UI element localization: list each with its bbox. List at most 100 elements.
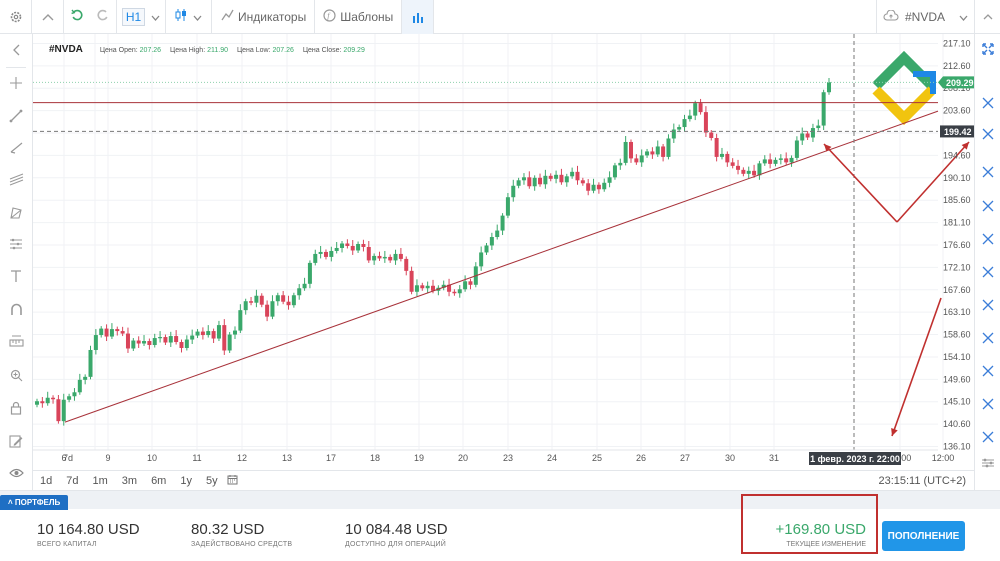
candle — [714, 133, 719, 162]
candle-body — [243, 301, 248, 311]
candle — [661, 143, 666, 162]
candle — [580, 177, 585, 186]
lock-icon[interactable] — [0, 396, 32, 420]
calendar-icon[interactable] — [225, 474, 240, 488]
candle — [334, 242, 339, 254]
visibility-eye-icon[interactable] — [0, 461, 32, 485]
crosshair-icon[interactable] — [0, 71, 32, 95]
candle-body — [693, 103, 698, 116]
candle-body — [361, 243, 366, 247]
range-3m-button[interactable]: 3m — [121, 474, 138, 487]
edit-drawings-icon[interactable] — [0, 429, 32, 453]
symbol-select[interactable]: #NVDA — [875, 0, 974, 34]
top-up-button[interactable]: ПОПОЛНЕНИЕ — [882, 521, 965, 551]
expand-arrows-icon[interactable] — [975, 92, 1000, 114]
candle — [655, 140, 660, 157]
legend-open-label: Цена Open: — [99, 47, 138, 54]
candle-body — [757, 163, 762, 176]
candle-body — [800, 133, 805, 141]
portfolio-tab[interactable]: ˄ ПОРТФЕЛЬ — [0, 495, 69, 510]
x-tick-label: 12 — [237, 453, 247, 463]
y-tick-label: 194.60 — [943, 150, 971, 160]
undo-icon[interactable] — [71, 9, 84, 25]
right-toolbar — [974, 34, 1000, 490]
crosshair-time-tag — [809, 452, 901, 465]
expand-arrows-icon[interactable] — [975, 327, 1000, 349]
ray-icon[interactable] — [0, 136, 32, 160]
candle — [762, 155, 767, 166]
templates-button[interactable]: f Шаблоны — [315, 0, 403, 34]
chart-price-markers: 209.29 199.42 1 февр. 2023 г. 22:00 — [809, 76, 974, 465]
volume-bars-icon[interactable] — [402, 0, 435, 34]
candle — [719, 147, 724, 160]
channel-icon[interactable] — [0, 168, 32, 192]
chevron-up-icon[interactable] — [974, 0, 1000, 34]
range-1d-button[interactable]: 1d — [40, 474, 53, 487]
candle — [152, 333, 157, 348]
chart-type-select[interactable] — [166, 0, 212, 34]
candle — [249, 296, 254, 306]
candle — [281, 291, 286, 305]
expand-arrows-icon[interactable] — [975, 261, 1000, 283]
axis-settings-icon[interactable] — [975, 452, 1000, 474]
candle-body — [409, 270, 414, 292]
indicators-button[interactable]: Индикаторы — [212, 0, 316, 34]
expand-arrows-icon[interactable] — [975, 393, 1000, 415]
candle — [99, 326, 104, 338]
candle — [457, 285, 462, 298]
trendline-icon[interactable] — [0, 104, 32, 128]
range-7d-button[interactable]: 7d — [66, 474, 79, 487]
candle-body — [746, 170, 751, 174]
annotation-arrow-down-head — [891, 428, 898, 436]
candle — [195, 329, 200, 339]
redo-icon[interactable] — [96, 9, 109, 25]
expand-arrows-icon[interactable] — [975, 195, 1000, 217]
timeframe-select[interactable]: H1 — [116, 0, 166, 34]
range-1y-button[interactable]: 1y — [180, 474, 192, 487]
indicators-label: Индикаторы — [238, 9, 307, 24]
y-tick-label: 163.10 — [943, 307, 971, 317]
price-chart[interactable]: 217.10212.60208.10203.60199.10194.60190.… — [33, 34, 974, 470]
expand-arrows-icon[interactable] — [975, 294, 1000, 316]
candle — [752, 164, 757, 178]
candle-body — [200, 331, 205, 336]
expand-arrows-icon[interactable] — [975, 123, 1000, 145]
measure-ruler-icon[interactable] — [0, 329, 32, 353]
candle — [575, 165, 580, 185]
expand-arrows-icon[interactable] — [975, 360, 1000, 382]
candle — [602, 178, 607, 192]
range-5y-button[interactable]: 5y — [205, 474, 218, 487]
candle-body — [650, 151, 655, 155]
zoom-in-icon[interactable] — [0, 363, 32, 387]
candle — [388, 254, 393, 263]
current-change-value: +169.80 USD — [775, 521, 866, 538]
candle-body — [366, 246, 371, 261]
collapse-up-icon[interactable] — [32, 0, 64, 34]
available-funds-value: 10 084.48 USD — [345, 521, 448, 538]
polygon-icon[interactable] — [0, 201, 32, 225]
x-tick-label: 26 — [636, 453, 646, 463]
magnet-icon[interactable] — [0, 297, 32, 321]
settings-gear-icon[interactable] — [0, 0, 32, 34]
candle — [222, 319, 227, 355]
candle — [136, 336, 141, 348]
legend-symbol: #NVDA — [49, 44, 83, 55]
candle — [77, 373, 82, 395]
candle-body — [307, 262, 312, 284]
range-6m-button[interactable]: 6m — [151, 474, 167, 487]
expand-arrows-icon[interactable] — [975, 426, 1000, 448]
collapse-left-icon[interactable] — [0, 38, 32, 62]
expand-arrows-icon[interactable] — [975, 38, 1000, 60]
candle-body — [125, 333, 130, 349]
candle — [329, 246, 334, 262]
expand-arrows-icon[interactable] — [975, 161, 1000, 183]
expand-arrows-icon[interactable] — [975, 228, 1000, 250]
candle-body — [377, 255, 382, 259]
candle-body — [184, 339, 189, 348]
fibonacci-icon[interactable] — [0, 232, 32, 256]
range-1m-button[interactable]: 1m — [92, 474, 108, 487]
text-tool-icon[interactable] — [0, 264, 32, 288]
current-change: +169.80 USD ТЕКУЩЕЕ ИЗМЕНЕНИЕ — [776, 521, 866, 548]
candle-body — [698, 103, 703, 113]
symbol-area: #NVDA — [875, 0, 1000, 34]
